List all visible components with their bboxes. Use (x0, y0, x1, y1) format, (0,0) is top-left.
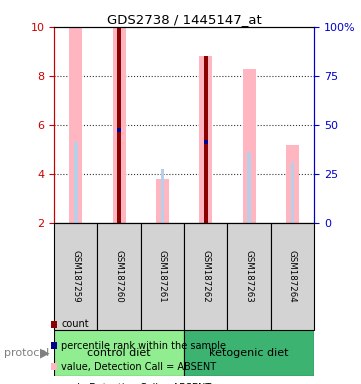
Text: rank, Detection Call = ABSENT: rank, Detection Call = ABSENT (61, 383, 211, 384)
Text: protocol: protocol (4, 348, 49, 358)
Bar (69, 27, 82, 223)
Text: count: count (61, 319, 89, 329)
Bar (74, 142, 78, 223)
Text: control diet: control diet (87, 348, 151, 358)
Bar (117, 27, 121, 223)
Bar (113, 27, 126, 223)
Bar (227, 223, 271, 330)
Text: percentile rank within the sample: percentile rank within the sample (61, 341, 226, 351)
Text: GSM187259: GSM187259 (71, 250, 80, 303)
Bar (271, 223, 314, 330)
Text: GSM187263: GSM187263 (245, 250, 253, 303)
Text: GSM187262: GSM187262 (201, 250, 210, 303)
Text: value, Detection Call = ABSENT: value, Detection Call = ABSENT (61, 362, 216, 372)
Bar (161, 169, 164, 223)
Title: GDS2738 / 1445147_at: GDS2738 / 1445147_at (107, 13, 261, 26)
Bar (199, 56, 212, 223)
Bar (184, 330, 314, 376)
Bar (184, 223, 227, 330)
Bar (117, 127, 121, 132)
Text: GSM187264: GSM187264 (288, 250, 297, 303)
Text: ▶: ▶ (40, 347, 50, 360)
Bar (204, 140, 208, 144)
Bar (97, 223, 141, 330)
Bar (117, 130, 121, 223)
Bar (243, 69, 256, 223)
Bar (54, 223, 97, 330)
Bar (204, 56, 208, 223)
Bar (204, 142, 208, 223)
Bar (286, 144, 299, 223)
Text: GSM187260: GSM187260 (115, 250, 123, 303)
Bar (141, 223, 184, 330)
Text: ketogenic diet: ketogenic diet (209, 348, 289, 358)
Bar (291, 162, 294, 223)
Bar (156, 179, 169, 223)
Bar (247, 152, 251, 223)
Text: GSM187261: GSM187261 (158, 250, 167, 303)
Bar (54, 330, 184, 376)
